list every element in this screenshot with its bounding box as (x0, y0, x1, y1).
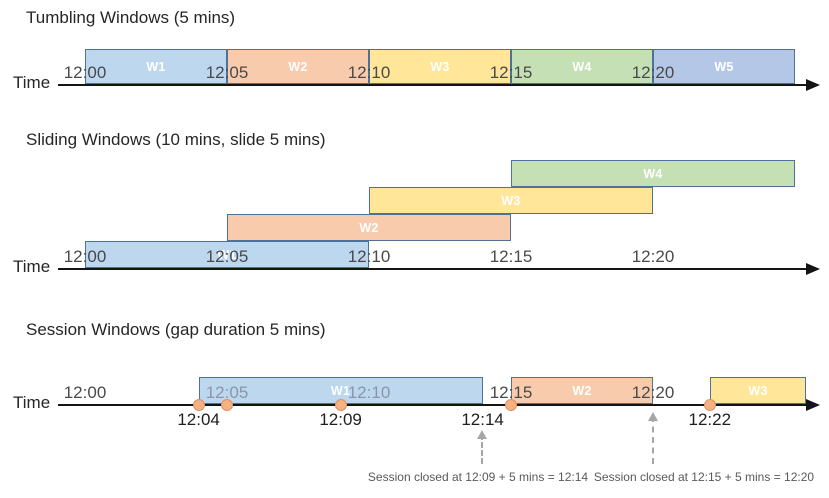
event-time-label: 12:14 (461, 410, 504, 429)
timeline-arrowhead (806, 399, 820, 411)
time-axis-label-tumbling: Time (13, 73, 51, 92)
timeline-arrowhead (806, 263, 820, 275)
window-bar: W1 (85, 241, 369, 268)
window-bar: W3 (709, 377, 807, 404)
event-time-label: 12:22 (688, 410, 732, 429)
window-label: W3 (430, 59, 450, 74)
session-closed-note-1220: Session closed at 12:15 + 5 mins = 12:20 (593, 470, 815, 484)
tick-label: 12:20 (631, 63, 675, 82)
tick-label: 12:15 (489, 63, 533, 82)
timeline-axis (58, 268, 806, 270)
timeline-arrowhead (806, 79, 820, 91)
session-closed-arrow-1214 (477, 430, 487, 464)
event-dot (221, 399, 233, 411)
session-windows-title: Session Windows (gap duration 5 mins) (26, 320, 326, 339)
window-label: W4 (643, 166, 663, 181)
session-closed-note-1214: Session closed at 12:09 + 5 mins = 12:14 (367, 470, 589, 484)
tick-label: 12:05 (205, 247, 249, 266)
window-bar: W1 (85, 49, 227, 84)
tick-label: 12:15 (489, 247, 533, 266)
window-bar: W3 (369, 187, 653, 214)
window-label: W1 (146, 59, 166, 74)
tick-label: 12:00 (63, 247, 107, 266)
event-dot (703, 399, 716, 411)
event-dot (334, 399, 347, 411)
tick-label: 12:15 (489, 383, 533, 402)
time-axis-label-session: Time (13, 393, 51, 412)
tick-label: 12:00 (63, 63, 107, 82)
tick-label: 12:00 (63, 383, 107, 402)
window-label: W2 (359, 220, 379, 235)
tick-label: 12:10 (347, 383, 391, 402)
window-bar: W4 (511, 49, 653, 84)
tick-label: 12:05 (205, 63, 249, 82)
window-bar: W3 (369, 49, 511, 84)
window-label: W3 (748, 383, 768, 398)
window-bar: W4 (511, 160, 795, 187)
event-time-label: 12:04 (177, 410, 220, 429)
session-closed-arrow-1220 (648, 412, 658, 464)
event-time-label: 12:09 (319, 410, 362, 429)
tick-label: 12:10 (347, 63, 391, 82)
tick-label: 12:20 (631, 383, 675, 402)
window-label: W1 (217, 247, 237, 262)
tick-label: 12:05 (205, 383, 249, 402)
event-dot (192, 399, 205, 411)
window-bar: W2 (511, 377, 653, 404)
window-label: W2 (288, 59, 308, 74)
window-bar: W2 (227, 49, 369, 84)
window-bar: W2 (227, 214, 511, 241)
sliding-windows-title: Sliding Windows (10 mins, slide 5 mins) (26, 130, 326, 149)
window-label: W3 (501, 193, 521, 208)
timeline-axis (58, 404, 806, 406)
window-bar: W5 (653, 49, 795, 84)
window-label: W2 (572, 383, 592, 398)
time-axis-label-sliding: Time (13, 257, 51, 276)
event-dot (505, 399, 517, 411)
window-label: W4 (572, 59, 592, 74)
window-label: W5 (714, 59, 734, 74)
tick-label: 12:10 (347, 247, 391, 266)
window-label: W1 (330, 383, 351, 398)
tick-label: 12:20 (631, 247, 675, 266)
tumbling-windows-title: Tumbling Windows (5 mins) (26, 8, 236, 27)
timeline-axis (58, 84, 806, 86)
